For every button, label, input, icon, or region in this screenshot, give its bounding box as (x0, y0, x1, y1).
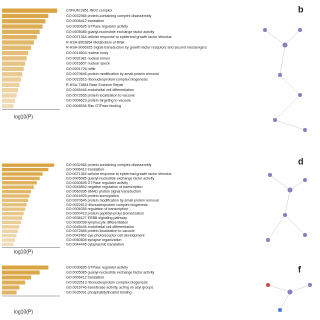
term-label: GO:0045446 endothelial cell differentiat… (66, 225, 134, 229)
bar (2, 216, 23, 220)
bar (2, 45, 31, 50)
bar (2, 8, 58, 13)
bar (2, 93, 17, 98)
term-label: GO:0006623 protein targeting to vacuole (66, 99, 131, 103)
bar (2, 242, 14, 247)
term-label: GO:0050808 synapse organization (66, 238, 122, 242)
term-label: GO:0035091 phosphatidylinositol binding (66, 290, 132, 294)
panel-label: b (298, 4, 304, 14)
bar (2, 203, 27, 207)
term-label: GO:0030695 GTPase regulator activity (66, 265, 128, 269)
bar (2, 233, 17, 238)
bar (2, 270, 40, 275)
bar (2, 40, 34, 45)
term-label: GO:0032984 protein-containing complex di… (66, 163, 152, 167)
bar (2, 72, 23, 77)
term-label: GO:0008536 Ran GTPase binding (66, 104, 121, 108)
term-label: GO:0060395 SMAD protein signal transduct… (66, 190, 141, 194)
bar (2, 220, 21, 225)
bar (2, 167, 49, 172)
bar (2, 207, 26, 211)
bar (2, 56, 27, 61)
term-label: R-HSA-9006925 Signal transduction by gro… (66, 46, 207, 50)
network-d (266, 173, 307, 242)
bar (2, 61, 26, 66)
bar (2, 103, 14, 109)
bar (2, 13, 49, 19)
bar (2, 198, 29, 203)
bar (2, 172, 43, 176)
bar (2, 50, 29, 56)
term-label: GO:0016925 protein sumoylation (66, 194, 119, 198)
bar (2, 24, 43, 29)
bar (2, 185, 34, 189)
bar (2, 181, 37, 185)
term-label: GO:0045446 endothelial cell differentiat… (66, 88, 134, 92)
term-label: GO:0016607 nuclear speck (66, 62, 110, 66)
term-label: GO:0032984 protein-containing complex di… (66, 14, 152, 18)
term-label: GO:0070646 protein modification by small… (66, 72, 159, 76)
bar (2, 88, 18, 93)
term-label: GO:0022613 ribonucleoprotein complex bio… (66, 203, 148, 207)
bar (2, 238, 16, 242)
term-label: GO:0005085 guanyl-nucleotide exchange fa… (66, 176, 155, 180)
term-label: GO:0001726 ruffle (66, 67, 96, 71)
bar (2, 265, 49, 270)
bar (2, 225, 20, 229)
term-label: GO:0031981 nuclear lumen (66, 56, 110, 60)
term-label: GO:0030098 lymphocyte differentiation (66, 220, 128, 224)
bar (2, 275, 31, 280)
term-label: GO:0071364 cellular response to epiderma… (66, 35, 172, 39)
bar (2, 19, 46, 24)
bar (2, 285, 20, 290)
panel-label: d (298, 156, 304, 166)
term-label: GO:0016604 nuclear body (66, 51, 108, 55)
term-label: GO:0006355 regulation of transcription (66, 207, 128, 211)
x-axis-label: log10(P) (14, 114, 33, 120)
bar (2, 194, 30, 198)
term-label: GO:0016746 transferase activity, acting … (66, 285, 153, 289)
term-label: GO:0005085 guanyl-nucleotide exchange fa… (66, 270, 155, 274)
bar (2, 98, 16, 103)
term-label: GO:0030695 GTPase regulator activity (66, 25, 128, 29)
network-f (266, 283, 312, 312)
bar (2, 176, 40, 181)
panel-label: f (298, 264, 302, 274)
bar (2, 29, 40, 34)
term-label: GO:0070646 protein modification by small… (66, 198, 159, 202)
term-label: GO:0072665 protein localization to vacuo… (66, 93, 135, 97)
bar (2, 66, 24, 72)
term-label: CORUM:2851 INO2 complex (66, 9, 113, 13)
term-label: GO:0030695 GTPase regulator activity (66, 181, 128, 185)
term-label: GO:0038127 ERBB signaling pathway (66, 216, 127, 220)
bar (2, 290, 17, 295)
term-label: GO:0005085 guanyl-nucleotide exchange fa… (66, 30, 155, 34)
network-b (263, 28, 307, 132)
term-label: GO:0006412 translation (66, 19, 104, 23)
term-label: GO:0022613 ribonucleoprotein complex bio… (66, 78, 148, 82)
term-label: GO:0044445 cytoplasmic translation (66, 242, 124, 246)
bar (2, 163, 55, 167)
x-axis-label: log10(P) (14, 309, 33, 315)
term-label: R-HSA-73884 Base Excision Repair (66, 83, 124, 87)
bar (2, 211, 24, 216)
term-label: GO:0006412 translation (66, 168, 104, 172)
bar (2, 189, 31, 194)
bar (2, 82, 20, 87)
term-label: GO:0071364 cellular response to epiderma… (66, 172, 172, 176)
bar (2, 35, 37, 40)
term-label: GO:0022613 ribonucleoprotein complex bio… (66, 280, 148, 284)
bar (2, 280, 26, 285)
term-label: GO:0045892 negative regulation of transc… (66, 185, 143, 189)
bar (2, 229, 18, 233)
term-label: GO:0072665 protein localization to vacuo… (66, 229, 135, 233)
term-label: R-HSA-8953854 Metabolism of RNA (66, 40, 125, 44)
term-label: GO:0006412 translation (66, 275, 104, 279)
term-label: GO:0000413 protein peptidyl-prolyl isome… (66, 212, 144, 216)
term-label: GO:0042462 eye photoreceptor cell develo… (66, 234, 145, 238)
x-axis-label: log10(P) (14, 249, 33, 255)
bar (2, 77, 21, 82)
